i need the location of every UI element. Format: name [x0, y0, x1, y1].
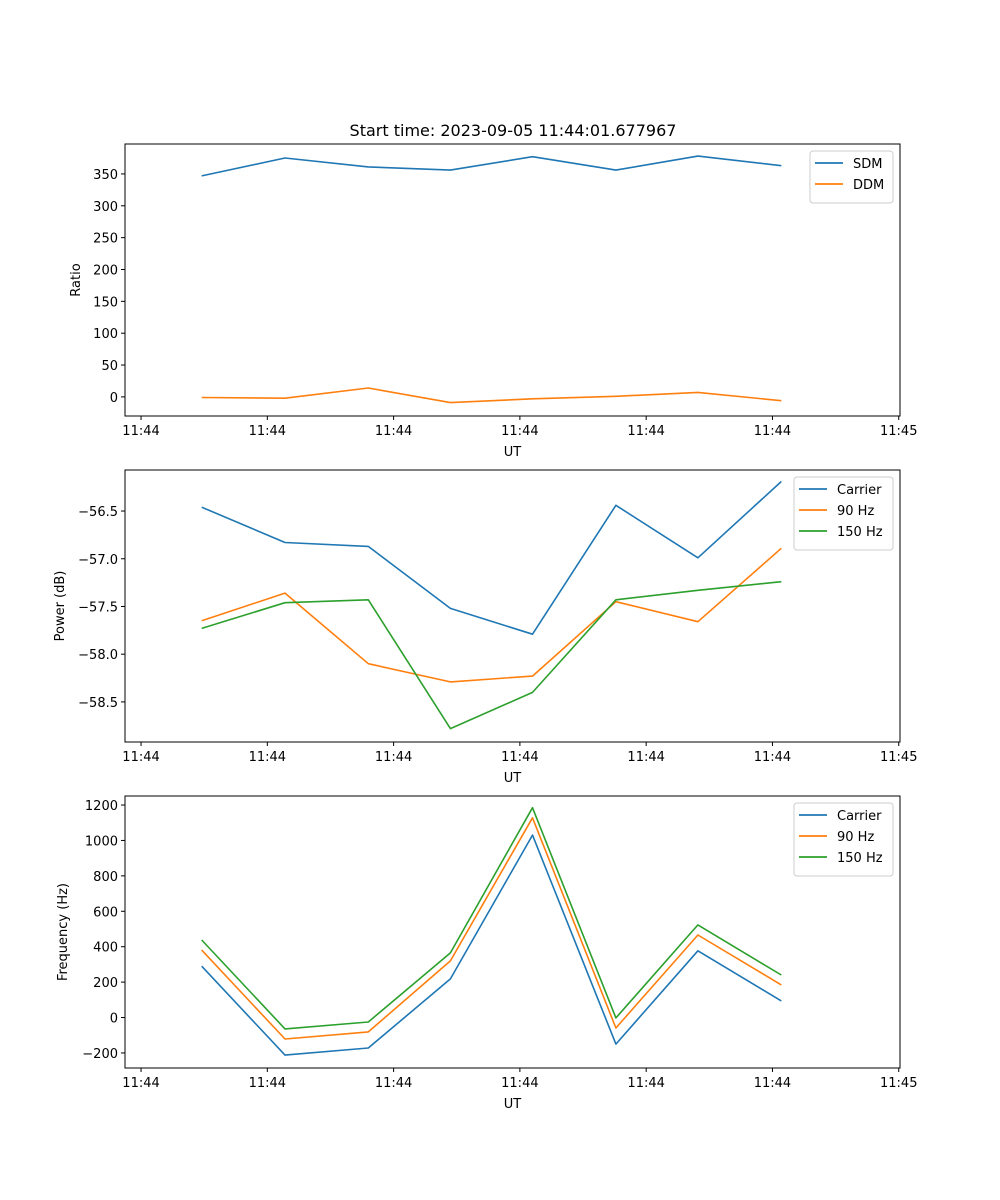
- series-line-90-hz: [201, 547, 782, 683]
- series-line-90-hz: [201, 816, 782, 1040]
- x-tick-label: 11:45: [880, 1076, 917, 1091]
- x-tick-label: 11:44: [249, 424, 286, 439]
- legend-box: [809, 150, 894, 204]
- x-tick-label: 11:44: [627, 750, 664, 765]
- y-tick-label: 250: [93, 232, 118, 247]
- y-tick-label: 200: [93, 263, 118, 278]
- x-tick-label: 11:45: [880, 424, 917, 439]
- y-tick-label: 0: [110, 391, 118, 406]
- x-tick-label: 11:44: [375, 750, 412, 765]
- x-tick-label: 11:45: [880, 750, 917, 765]
- subplot-3: 11:44 11:44 11:44 11:44 11:44 11:44 11:45 −200 0…: [56, 795, 917, 1112]
- y-tick-label: 1000: [85, 834, 118, 849]
- y-tick-label: −200: [82, 1047, 118, 1062]
- y-axis-label: Power (dB): [53, 571, 68, 642]
- subplot-2: 11:44 11:44 11:44 11:44 11:44 11:44 11:45 −58.5…: [53, 469, 917, 786]
- y-axis-label: Ratio: [69, 263, 84, 296]
- legend-label: Carrier: [837, 809, 882, 824]
- y-tick-label: 300: [93, 200, 118, 215]
- legend-label: 90 Hz: [837, 504, 874, 519]
- subplot-1: 11:44 11:44 11:44 11:44 11:44 11:44 11:45 0 50 10…: [69, 143, 917, 460]
- legend-label: DDM: [853, 178, 884, 193]
- x-axis-label: UT: [504, 771, 522, 786]
- series-line-ddm: [201, 387, 782, 404]
- y-tick-label: 150: [93, 295, 118, 310]
- x-tick-label: 11:44: [375, 1076, 412, 1091]
- y-tick-label: 0: [110, 1012, 118, 1027]
- x-tick-label: 11:44: [754, 1076, 791, 1091]
- axes-frame: [124, 143, 901, 417]
- y-tick-label: 400: [93, 941, 118, 956]
- legend-label: 150 Hz: [837, 851, 883, 866]
- y-tick-label: 200: [93, 976, 118, 991]
- legend: Carrier 90 Hz 150 Hz: [793, 476, 894, 551]
- y-tick-label: 50: [101, 359, 118, 374]
- figure-title: Start time: 2023-09-05 11:44:01.677967: [350, 121, 677, 140]
- x-tick-label: 11:44: [122, 424, 159, 439]
- y-tick-label: −58.0: [78, 648, 118, 663]
- legend-label: 90 Hz: [837, 830, 874, 845]
- x-tick-label: 11:44: [122, 1076, 159, 1091]
- series-line-150-hz: [201, 580, 782, 730]
- legend-label: 150 Hz: [837, 525, 883, 540]
- x-tick-label: 11:44: [375, 424, 412, 439]
- x-tick-label: 11:44: [249, 1076, 286, 1091]
- x-tick-label: 11:44: [122, 750, 159, 765]
- y-tick-label: −56.5: [78, 505, 118, 520]
- x-tick-label: 11:44: [754, 424, 791, 439]
- y-tick-label: −57.0: [78, 553, 118, 568]
- legend-label: Carrier: [837, 483, 882, 498]
- y-tick-label: 800: [93, 870, 118, 885]
- y-tick-label: 1200: [85, 799, 118, 814]
- series-line-sdm: [201, 155, 782, 177]
- y-axis-label: Frequency (Hz): [56, 883, 71, 981]
- y-tick-label: 600: [93, 905, 118, 920]
- legend-label: SDM: [853, 157, 882, 172]
- x-tick-label: 11:44: [501, 424, 538, 439]
- y-tick-label: 350: [93, 168, 118, 183]
- y-tick-label: 100: [93, 327, 118, 342]
- y-tick-label: −58.5: [78, 696, 118, 711]
- legend: SDM DDM: [809, 150, 894, 204]
- legend: Carrier 90 Hz 150 Hz: [793, 802, 894, 877]
- x-axis-label: UT: [504, 445, 522, 460]
- x-tick-label: 11:44: [501, 1076, 538, 1091]
- series-line-carrier: [201, 834, 782, 1056]
- series-line-150-hz: [201, 806, 782, 1030]
- x-axis-label: UT: [504, 1097, 522, 1112]
- y-tick-label: −57.5: [78, 600, 118, 615]
- series-line-carrier: [201, 480, 782, 636]
- x-tick-label: 11:44: [249, 750, 286, 765]
- x-tick-label: 11:44: [501, 750, 538, 765]
- x-tick-label: 11:44: [627, 424, 664, 439]
- x-tick-label: 11:44: [627, 1076, 664, 1091]
- x-tick-label: 11:44: [754, 750, 791, 765]
- axes-frame: [124, 795, 901, 1069]
